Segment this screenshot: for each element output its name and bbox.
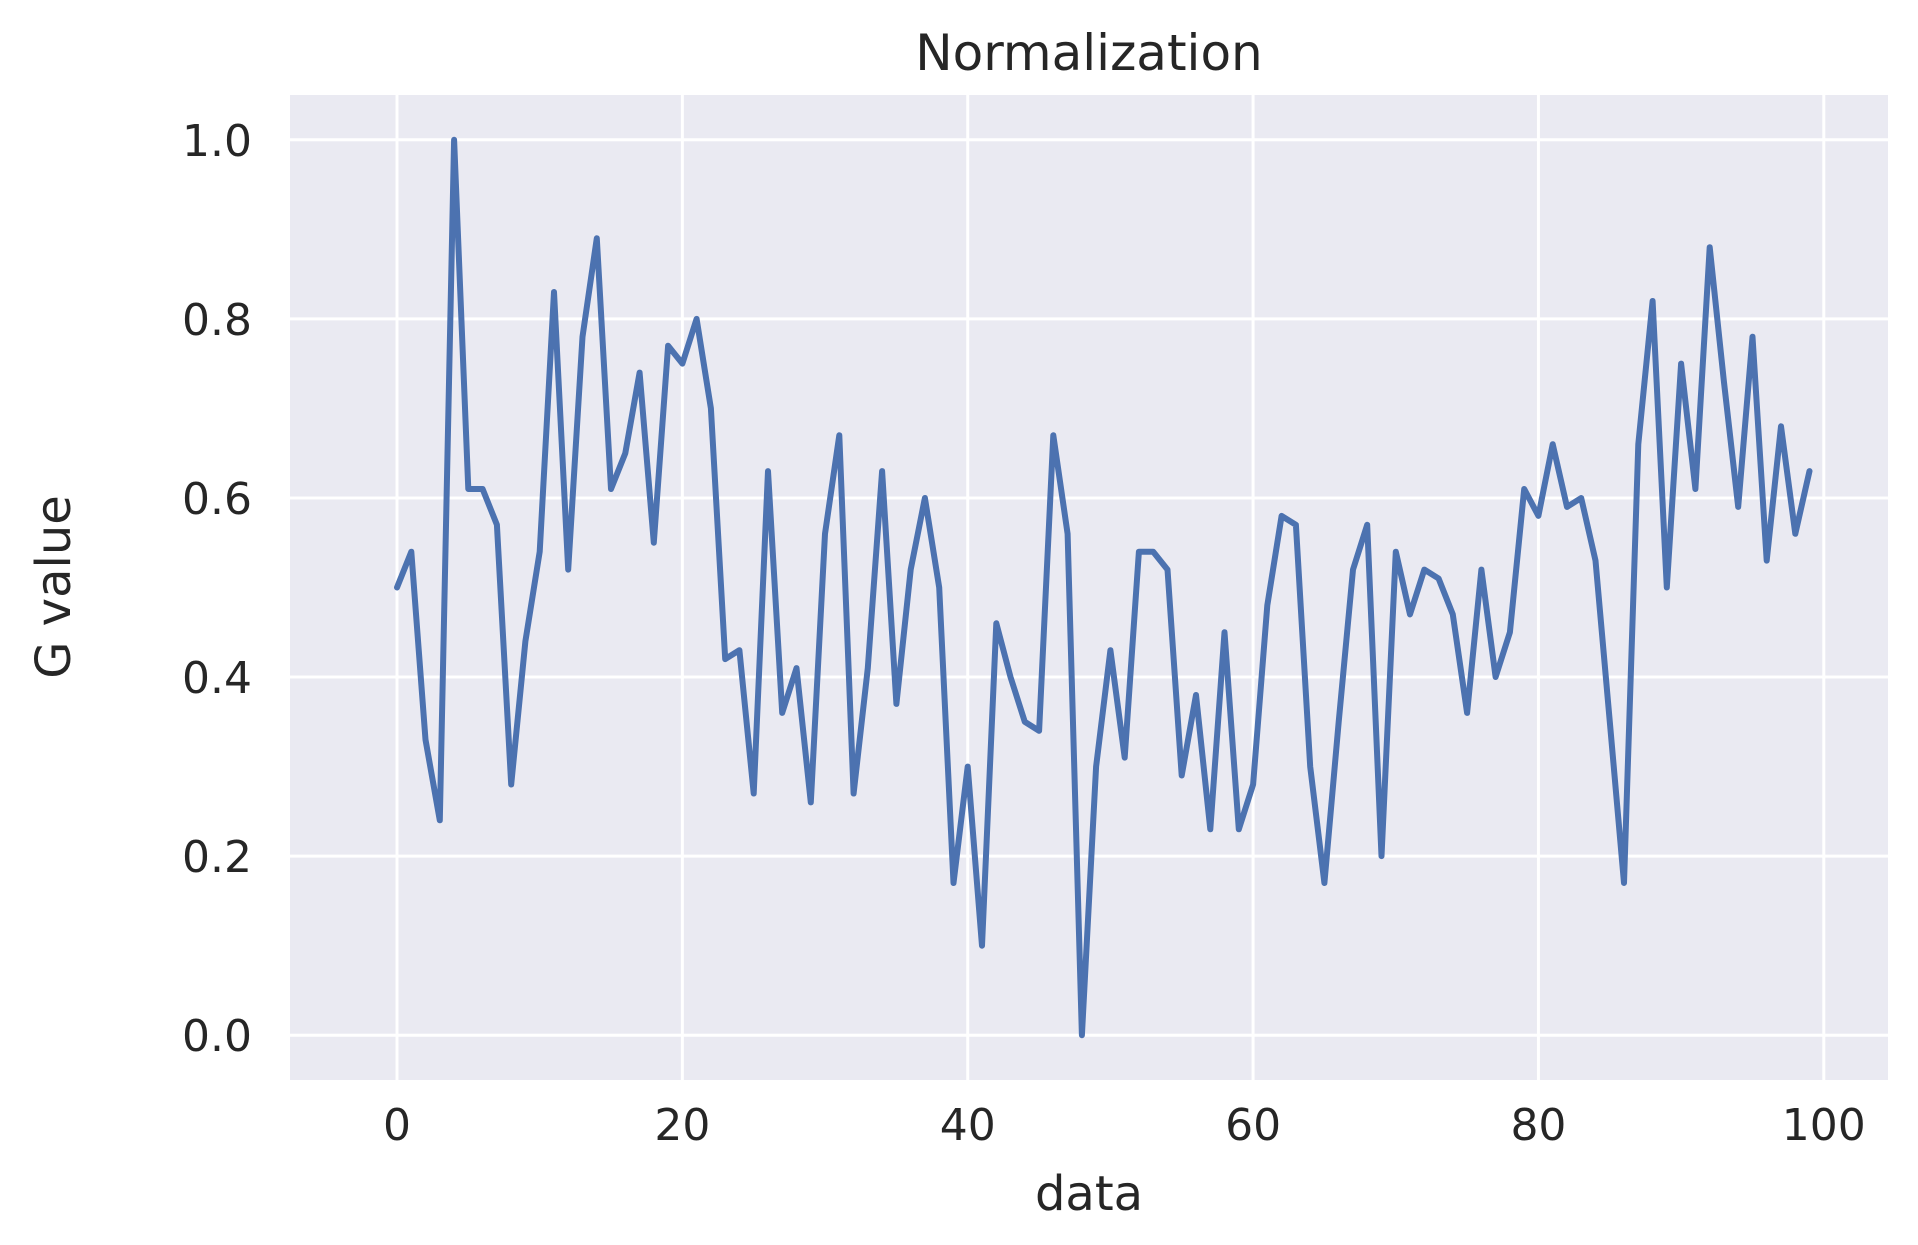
series-line bbox=[394, 136, 1813, 1039]
y-axis-label: G value bbox=[26, 495, 82, 679]
grid-lines bbox=[290, 95, 1888, 1080]
chart-title: Normalization bbox=[915, 24, 1262, 82]
x-tick-label: 100 bbox=[1782, 1100, 1866, 1151]
x-tick-label: 40 bbox=[940, 1100, 996, 1151]
series-layer bbox=[394, 136, 1813, 1039]
x-tick-label: 20 bbox=[654, 1100, 710, 1151]
y-tick-label: 0.0 bbox=[182, 1011, 252, 1062]
x-tick-label: 0 bbox=[383, 1100, 411, 1151]
x-tick-label: 80 bbox=[1510, 1100, 1566, 1151]
y-tick-label: 0.4 bbox=[182, 653, 252, 704]
x-axis-label: data bbox=[1035, 1166, 1143, 1222]
x-tick-label: 60 bbox=[1225, 1100, 1281, 1151]
x-tick-labels: 0 20 40 60 80 100 bbox=[383, 1100, 1866, 1151]
y-tick-labels: 0.0 0.2 0.4 0.6 0.8 1.0 bbox=[182, 116, 252, 1062]
y-tick-label: 0.8 bbox=[182, 295, 252, 346]
y-tick-label: 0.2 bbox=[182, 832, 252, 883]
y-tick-label: 1.0 bbox=[182, 116, 252, 167]
y-tick-label: 0.6 bbox=[182, 474, 252, 525]
